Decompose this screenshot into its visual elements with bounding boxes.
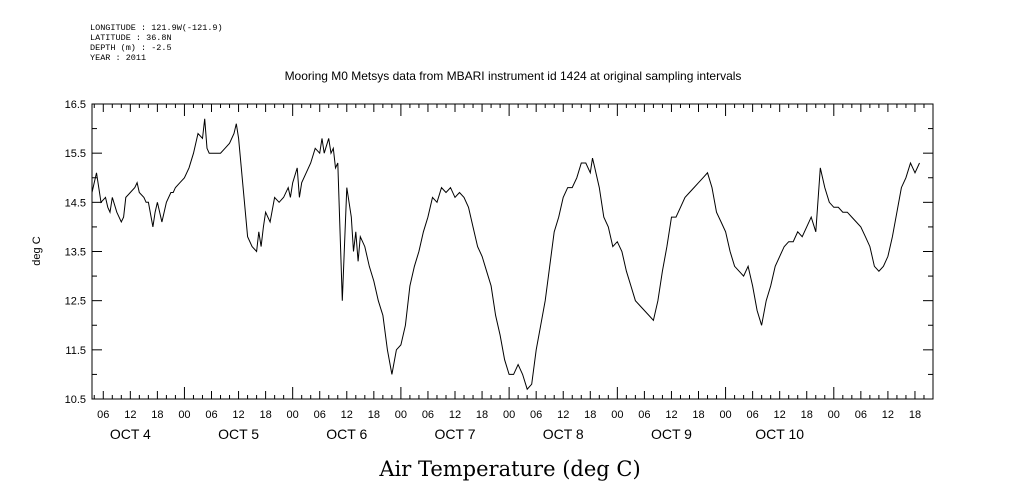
series-line-0	[91, 118, 920, 391]
x-hour-label: 06	[314, 409, 326, 421]
x-hour-label: 18	[368, 409, 380, 421]
y-axis-label: deg C	[31, 236, 43, 265]
x-hour-label: 00	[178, 409, 190, 421]
x-hour-label: 12	[665, 409, 677, 421]
x-hour-label: 00	[719, 409, 731, 421]
x-day-label: OCT 9	[651, 426, 692, 442]
x-hour-label: 12	[882, 409, 894, 421]
x-hour-label: 00	[611, 409, 623, 421]
x-hour-label: 06	[530, 409, 542, 421]
x-hour-label: 12	[124, 409, 136, 421]
x-hour-label: 18	[476, 409, 488, 421]
x-hour-label: 18	[584, 409, 596, 421]
x-hour-label: 18	[259, 409, 271, 421]
y-axis: 10.5 11.5 12.5 13.5 14.5 15.5 16.5	[65, 99, 933, 406]
chart-title: Mooring M0 Metsys data from MBARI instru…	[285, 69, 742, 83]
y-tick-label: 13.5	[65, 247, 86, 259]
x-hour-label: 12	[341, 409, 353, 421]
x-hour-label: 18	[151, 409, 163, 421]
x-day-label: OCT 7	[435, 426, 476, 442]
x-hour-label: 12	[774, 409, 786, 421]
x-day-label: OCT 5	[218, 426, 259, 442]
x-hour-label: 12	[232, 409, 244, 421]
x-hour-label: 18	[692, 409, 704, 421]
x-hour-label: 00	[287, 409, 299, 421]
longitude-label: LONGITUDE : 121.9W(-121.9)	[90, 23, 223, 33]
x-day-label: OCT 10	[755, 426, 804, 442]
x-hour-label: 00	[503, 409, 515, 421]
y-tick-label: 11.5	[65, 345, 86, 357]
depth-label: DEPTH (m) : -2.5	[90, 43, 172, 53]
x-hour-label: 18	[909, 409, 921, 421]
y-tick-label: 14.5	[65, 197, 86, 209]
x-hour-label: 06	[205, 409, 217, 421]
x-axis-label: Air Temperature (deg C)	[378, 457, 640, 481]
x-hour-label: 06	[746, 409, 758, 421]
y-tick-label: 15.5	[65, 148, 86, 160]
y-tick-label: 16.5	[65, 99, 86, 111]
x-hour-label: 00	[828, 409, 840, 421]
x-axis: 06 12 18 00 06 12 18 00 06 12 18 00 06 12 18 00 06 12 18 00…	[93, 104, 934, 442]
x-hour-label: 06	[422, 409, 434, 421]
y-tick-label: 12.5	[65, 296, 86, 308]
x-hour-label: 00	[395, 409, 407, 421]
x-hour-label: 12	[449, 409, 461, 421]
x-hour-label: 06	[638, 409, 650, 421]
x-day-label: OCT 6	[326, 426, 367, 442]
latitude-label: LATITUDE : 36.8N	[90, 33, 172, 43]
y-tick-label: 10.5	[65, 394, 86, 406]
x-hour-label: 06	[97, 409, 109, 421]
series-group	[91, 118, 920, 391]
x-hour-label: 18	[801, 409, 813, 421]
plot-frame	[91, 103, 934, 400]
x-hour-label: 12	[557, 409, 569, 421]
x-day-label: OCT 8	[543, 426, 584, 442]
x-day-label: OCT 4	[110, 426, 151, 442]
year-label: YEAR : 2011	[90, 53, 146, 63]
x-hour-label: 06	[855, 409, 867, 421]
